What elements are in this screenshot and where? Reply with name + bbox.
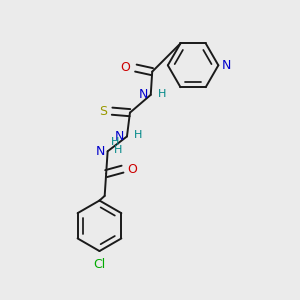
Text: N: N <box>95 145 105 158</box>
Text: N: N <box>138 88 148 101</box>
Text: H: H <box>111 137 119 147</box>
Text: H: H <box>134 130 142 140</box>
Text: H: H <box>158 89 166 99</box>
Text: O: O <box>121 61 130 74</box>
Text: O: O <box>127 163 137 176</box>
Text: N: N <box>222 59 231 72</box>
Text: Cl: Cl <box>93 258 106 271</box>
Text: H: H <box>114 145 122 155</box>
Text: N: N <box>115 130 124 143</box>
Text: S: S <box>99 105 107 118</box>
